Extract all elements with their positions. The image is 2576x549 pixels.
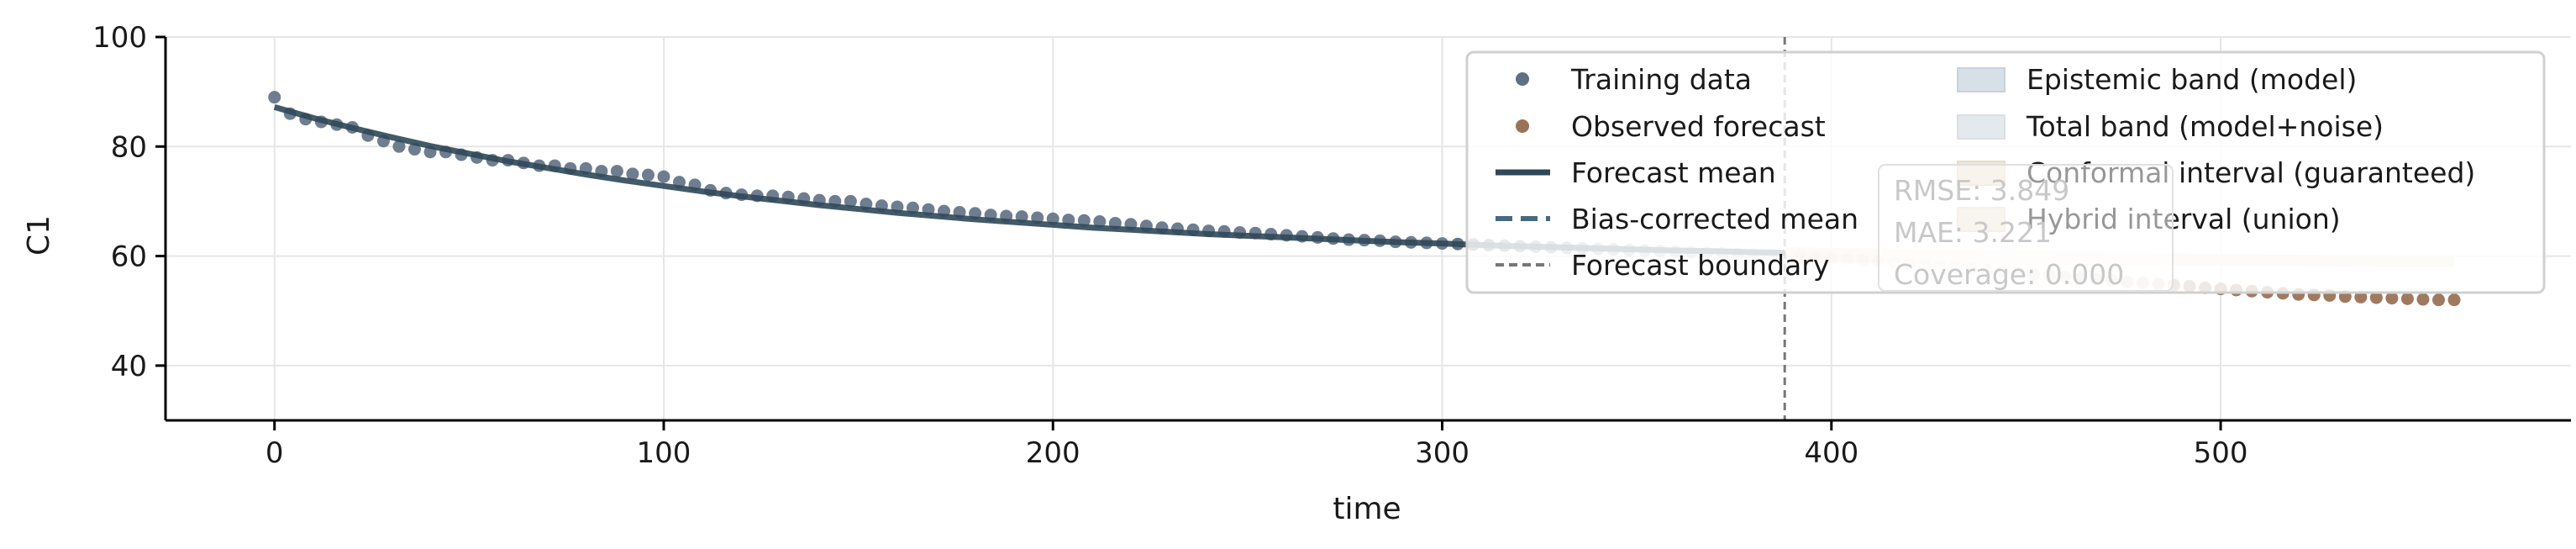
legend-label: Forecast boundary — [1571, 249, 1829, 282]
legend-entry: Bias-corrected mean — [1496, 203, 1858, 235]
y-tick-label: 80 — [111, 130, 147, 164]
axes — [164, 37, 2571, 422]
training-data-point — [610, 165, 623, 178]
legend-dot-marker — [1516, 119, 1529, 133]
legend-patch-marker — [1957, 67, 2006, 92]
observed-forecast-point — [2431, 293, 2445, 307]
metrics-box-frame — [1878, 164, 2174, 292]
legend-dot-marker — [1516, 72, 1529, 86]
x-ticks: 0 100 200 300 400 500 — [265, 420, 2248, 470]
legend-label: Training data — [1570, 63, 1752, 96]
metric-label: RMSE: 3.849 — [1894, 174, 2069, 207]
training-data-point — [657, 170, 670, 183]
observed-forecast-point — [2400, 292, 2414, 305]
legend-patch-marker — [1957, 114, 2006, 140]
metric-label: MAE: 3.221 — [1894, 216, 2052, 249]
observed-forecast-point — [2447, 293, 2461, 307]
training-data-point — [1093, 215, 1107, 229]
metric-label: Coverage: 0.000 — [1894, 258, 2124, 291]
metrics-box: RMSE: 3.849 MAE: 3.221 Coverage: 0.000 — [1878, 164, 2174, 292]
x-tick-label: 200 — [1026, 436, 1080, 470]
x-tick-label: 0 — [265, 436, 284, 470]
y-ticks: 40 60 80 100 — [92, 21, 166, 383]
training-data-point — [392, 140, 406, 153]
x-tick-label: 500 — [2194, 436, 2248, 470]
x-tick-label: 400 — [1804, 436, 1858, 470]
y-tick-label: 40 — [111, 350, 147, 383]
y-axis-label: C1 — [22, 215, 56, 256]
legend-entry: Forecast boundary — [1496, 249, 1829, 282]
x-tick-label: 100 — [637, 436, 691, 470]
legend-label: Total band (model+noise) — [2026, 110, 2384, 143]
x-tick-label: 300 — [1415, 436, 1469, 470]
legend-entry: Observed forecast — [1516, 110, 1826, 143]
legend-entry: Training data — [1516, 63, 1752, 96]
legend-label: Forecast mean — [1571, 156, 1776, 189]
observed-forecast-point — [2354, 290, 2368, 304]
training-data-point — [844, 194, 857, 208]
y-tick-label: 60 — [111, 240, 147, 274]
x-axis-label: time — [1333, 492, 1401, 526]
legend-label: Bias-corrected mean — [1571, 203, 1858, 235]
observed-forecast-point — [2385, 292, 2399, 305]
training-data-point — [268, 91, 281, 104]
observed-forecast-point — [2416, 293, 2430, 306]
legend-entry: Total band (model+noise) — [1957, 110, 2384, 143]
legend-entry: Forecast mean — [1496, 156, 1776, 189]
training-data-point — [1077, 214, 1091, 227]
y-tick-label: 100 — [92, 21, 147, 55]
training-data-point — [641, 168, 655, 182]
observed-forecast-point — [2369, 291, 2383, 304]
legend-label: Epistemic band (model) — [2027, 63, 2357, 96]
legend-label: Observed forecast — [1571, 110, 1826, 143]
legend-entry: Epistemic band (model) — [1957, 63, 2357, 96]
training-data-point — [626, 167, 639, 181]
